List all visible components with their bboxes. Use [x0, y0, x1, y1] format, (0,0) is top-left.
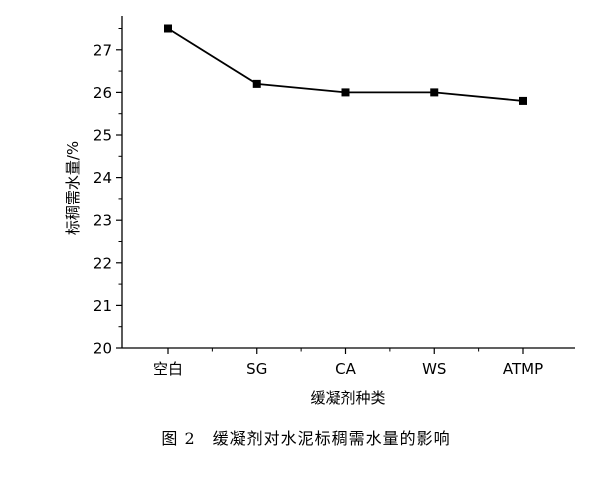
axes: [121, 16, 575, 349]
y-tick-label: 27: [93, 41, 112, 59]
x-axis-title: 缓凝剂种类: [310, 389, 385, 407]
y-tick-label: 25: [93, 127, 112, 145]
y-tick-label: 22: [93, 254, 112, 272]
data-point-4: [519, 96, 527, 105]
y-axis-title: 标稠需水量/%: [64, 141, 82, 235]
x-tick-label: 空白: [153, 360, 183, 378]
data-point-0: [164, 24, 172, 33]
series: [164, 24, 527, 105]
x-tick-label: ATMP: [503, 360, 543, 378]
figure-caption: 图 2 缓凝剂对水泥标稠需水量的影响: [161, 429, 450, 448]
x-tick-label: CA: [335, 360, 356, 378]
data-point-1: [252, 79, 261, 88]
x-ticks: 空白 SG CA WS ATMP: [153, 348, 543, 378]
y-tick-label: 20: [93, 340, 112, 358]
y-tick-label: 21: [93, 297, 112, 315]
y-ticks: 20 21 22 23 24 25 26 27: [93, 28, 122, 358]
y-tick-label: 24: [93, 169, 112, 187]
x-tick-label: WS: [422, 360, 446, 378]
x-tick-label: SG: [246, 360, 267, 378]
data-point-3: [430, 88, 439, 97]
y-tick-label: 26: [93, 84, 112, 102]
data-point-2: [341, 88, 350, 97]
y-tick-label: 23: [93, 212, 112, 230]
